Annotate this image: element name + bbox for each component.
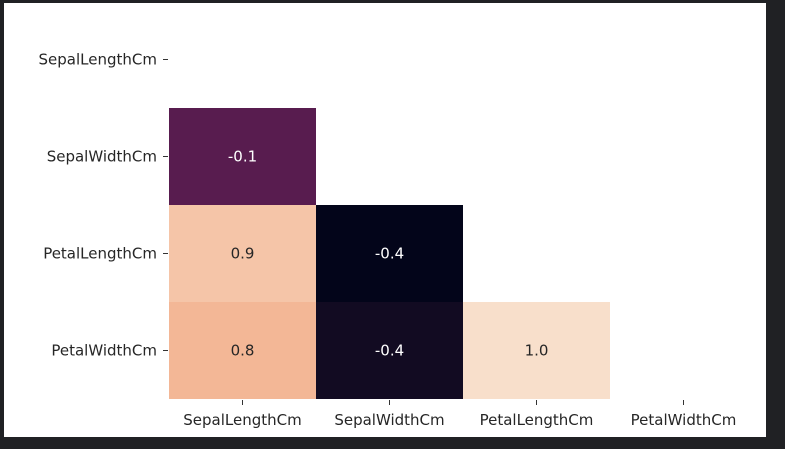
x-axis: SepalLengthCm SepalWidthCm PetalLengthCm Pe…	[183, 400, 736, 429]
heatmap-cell-petalwidthcm-sepalwidthcm	[316, 302, 463, 399]
y-tick-label-petalwidthcm: PetalWidthCm	[51, 342, 157, 360]
heatmap-cell-petallengthcm-sepalwidthcm	[316, 205, 463, 302]
chart-frame: -0.1 0.9 -0.4 0.8 -0.4 1.0 SepalLengthCm Sepal…	[4, 3, 766, 437]
heatmap-cell-sepalwidthcm-sepallengthcm	[169, 108, 316, 205]
y-tick-label-sepallengthcm: SepalLengthCm	[39, 51, 157, 69]
heatmap-cell-label: 0.8	[231, 342, 255, 360]
heatmap-cell-label: -0.4	[375, 245, 404, 263]
x-tick-label-sepalwidthcm: SepalWidthCm	[334, 411, 444, 429]
x-tick-label-sepallengthcm: SepalLengthCm	[183, 411, 301, 429]
y-tick-label-petallengthcm: PetalLengthCm	[43, 245, 157, 263]
heatmap-cell-petallengthcm-sepallengthcm	[169, 205, 316, 302]
y-tick-label-sepalwidthcm: SepalWidthCm	[47, 148, 157, 166]
heatmap-cell-label: 1.0	[525, 342, 549, 360]
heatmap-cell-label: -0.1	[228, 148, 257, 166]
x-tick-label-petalwidthcm: PetalWidthCm	[631, 411, 737, 429]
x-tick-label-petallengthcm: PetalLengthCm	[480, 411, 594, 429]
y-axis: SepalLengthCm SepalWidthCm PetalLengthCm Pe…	[39, 51, 168, 360]
heatmap-cell-label: -0.4	[375, 342, 404, 360]
heatmap-cells: -0.1 0.9 -0.4 0.8 -0.4 1.0	[169, 108, 610, 399]
heatmap-cell-petalwidthcm-petallengthcm	[463, 302, 610, 399]
heatmap-cell-petalwidthcm-sepallengthcm	[169, 302, 316, 399]
heatmap-cell-label: 0.9	[231, 245, 255, 263]
correlation-heatmap: -0.10.9 -0.40.8 -0.4 1.0 SepalLengthCmSepal…	[39, 51, 737, 430]
